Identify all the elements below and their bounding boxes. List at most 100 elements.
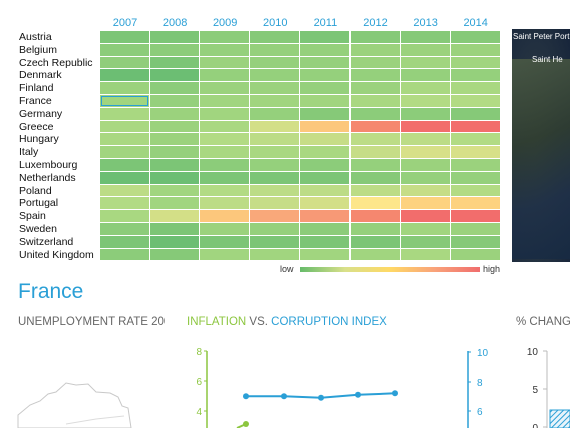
heatmap-cell[interactable] (250, 120, 300, 133)
country-label[interactable]: Luxembourg (19, 158, 78, 171)
year-header-2013[interactable]: 2013 (413, 17, 438, 29)
heatmap-cell[interactable] (250, 197, 300, 210)
heatmap-cell[interactable] (350, 235, 400, 248)
heatmap-cell[interactable] (350, 120, 400, 133)
year-header-2008[interactable]: 2008 (162, 17, 188, 29)
heatmap-cell[interactable] (400, 146, 450, 158)
heatmap-cell[interactable] (450, 197, 500, 210)
heatmap-cell[interactable] (200, 82, 250, 94)
heatmap-cell[interactable] (200, 248, 250, 261)
heatmap-cell[interactable] (400, 184, 450, 197)
heatmap-cell[interactable] (350, 43, 400, 56)
heatmap-cell[interactable] (200, 95, 250, 107)
heatmap-cell[interactable] (100, 69, 150, 82)
heatmap-cell[interactable] (150, 146, 200, 158)
heatmap-cell[interactable] (350, 184, 400, 197)
heatmap-cell[interactable] (100, 171, 150, 184)
year-header-2007[interactable]: 2007 (112, 17, 138, 29)
heatmap-cell[interactable] (200, 107, 250, 120)
heatmap-cell[interactable] (150, 210, 200, 222)
heatmap-cell[interactable] (350, 146, 400, 158)
heatmap-cell[interactable] (450, 56, 500, 69)
heatmap-cell[interactable] (450, 107, 500, 120)
heatmap-cell[interactable] (250, 210, 300, 222)
heatmap-cell[interactable] (250, 43, 300, 56)
heatmap-cell[interactable] (250, 248, 300, 261)
heatmap-cell[interactable] (450, 31, 500, 43)
heatmap-cell[interactable] (250, 223, 300, 235)
heatmap-cell[interactable] (450, 133, 500, 146)
heatmap-cell[interactable] (100, 82, 150, 94)
heatmap-cell[interactable] (150, 107, 200, 120)
heatmap-cell[interactable] (350, 248, 400, 261)
heatmap-cell[interactable] (400, 210, 450, 222)
heatmap-cell[interactable] (350, 31, 400, 43)
heatmap-cell[interactable] (150, 248, 200, 261)
heatmap-cell[interactable] (300, 171, 350, 184)
heatmap-cell[interactable] (400, 159, 450, 171)
heatmap-cell[interactable] (450, 223, 500, 235)
heatmap-cell[interactable] (200, 133, 250, 146)
heatmap-cell[interactable] (200, 120, 250, 133)
year-header-2010[interactable]: 2010 (263, 17, 288, 29)
heatmap-cell[interactable] (450, 248, 500, 261)
heatmap-cell[interactable] (300, 197, 350, 210)
heatmap-cell[interactable] (400, 120, 450, 133)
heatmap-cell[interactable] (150, 82, 200, 94)
country-label[interactable]: Spain (19, 210, 46, 223)
heatmap-cell[interactable] (100, 248, 150, 261)
heatmap-cell[interactable] (100, 146, 150, 158)
heatmap-cell[interactable] (300, 82, 350, 94)
heatmap-cell[interactable] (100, 31, 150, 43)
heatmap-cell[interactable] (350, 159, 400, 171)
country-label[interactable]: Greece (19, 120, 54, 133)
map-panel[interactable]: Saint Peter Port Saint He (512, 29, 570, 262)
heatmap-cell[interactable] (400, 43, 450, 56)
country-label[interactable]: Czech Republic (19, 56, 93, 69)
heatmap-cell[interactable] (150, 171, 200, 184)
heatmap-cell[interactable] (100, 235, 150, 248)
heatmap-cell[interactable] (400, 107, 450, 120)
heatmap-cell[interactable] (450, 146, 500, 158)
country-label[interactable]: Denmark (19, 69, 62, 82)
heatmap-cell[interactable] (300, 223, 350, 235)
heatmap-cell[interactable] (150, 120, 200, 133)
heatmap-cell[interactable] (300, 107, 350, 120)
heatmap-cell[interactable] (300, 120, 350, 133)
heatmap-cell[interactable] (400, 171, 450, 184)
heatmap-cell[interactable] (250, 56, 300, 69)
heatmap-cell[interactable] (300, 184, 350, 197)
country-label[interactable]: Germany (19, 107, 63, 120)
heatmap-cell[interactable] (350, 82, 400, 94)
heatmap-cell[interactable] (400, 95, 450, 107)
heatmap-cell[interactable] (400, 56, 450, 69)
heatmap-cell[interactable] (200, 31, 250, 43)
heatmap-cell[interactable] (350, 210, 400, 222)
heatmap-cell[interactable] (450, 171, 500, 184)
country-label[interactable]: Finland (19, 82, 54, 95)
heatmap-cell[interactable] (300, 210, 350, 222)
year-header-2014[interactable]: 2014 (463, 17, 488, 29)
heatmap-cell[interactable] (300, 69, 350, 82)
country-label[interactable]: Switzerland (19, 235, 74, 248)
heatmap-cell[interactable] (150, 235, 200, 248)
heatmap-cell[interactable] (300, 31, 350, 43)
heatmap-cell[interactable] (250, 133, 300, 146)
heatmap-cell[interactable] (150, 31, 200, 43)
heatmap-cell[interactable] (450, 159, 500, 171)
heatmap-cell[interactable] (300, 133, 350, 146)
heatmap-cell[interactable] (250, 184, 300, 197)
heatmap-cell[interactable] (450, 235, 500, 248)
country-label[interactable]: Netherlands (19, 171, 76, 184)
heatmap-cell[interactable] (400, 69, 450, 82)
heatmap-cell[interactable] (150, 56, 200, 69)
heatmap-cell[interactable] (200, 56, 250, 69)
heatmap-cell[interactable] (450, 210, 500, 222)
heatmap-cell[interactable] (350, 69, 400, 82)
country-label[interactable]: Belgium (19, 43, 57, 56)
heatmap-cell[interactable] (400, 133, 450, 146)
heatmap-cell[interactable] (350, 95, 400, 107)
heatmap-cell[interactable] (200, 235, 250, 248)
heatmap-cell[interactable] (400, 82, 450, 94)
heatmap-cell[interactable] (200, 69, 250, 82)
